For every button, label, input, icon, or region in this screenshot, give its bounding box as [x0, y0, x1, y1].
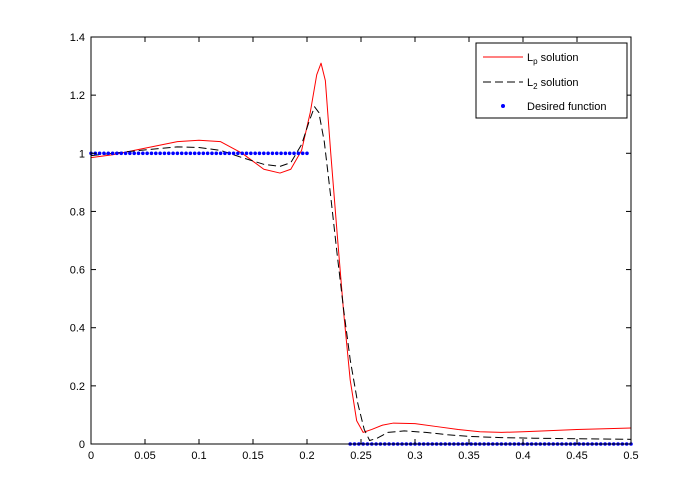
desired-marker: [136, 151, 141, 156]
x-tick-label: 0.2: [299, 450, 314, 462]
desired-marker: [231, 151, 236, 156]
desired-marker: [210, 151, 214, 156]
desired-marker: [279, 151, 283, 156]
desired-marker: [266, 151, 270, 156]
legend-label-lp: Lp solution: [527, 52, 579, 66]
legend-label-l2: L2 solution: [527, 77, 579, 91]
desired-marker: [149, 151, 154, 156]
x-tick-label: 0.4: [515, 450, 530, 462]
desired-marker: [184, 151, 188, 156]
desired-marker: [192, 151, 197, 156]
desired-marker: [132, 151, 136, 156]
series-lp-solution: [90, 62, 632, 433]
desired-marker: [179, 151, 184, 156]
y-tick-label: 0.2: [70, 381, 85, 393]
desired-marker: [205, 151, 210, 156]
desired-marker: [292, 151, 296, 156]
desired-marker: [253, 151, 257, 156]
desired-marker: [287, 151, 292, 156]
desired-marker: [106, 151, 111, 156]
desired-marker: [223, 151, 227, 156]
desired-marker: [123, 151, 128, 156]
x-tick-label: 0.15: [242, 450, 263, 462]
desired-marker: [283, 151, 288, 156]
y-tick-label: 1.2: [70, 90, 85, 102]
x-tick-label: 0.3: [407, 450, 422, 462]
desired-marker: [188, 151, 193, 156]
x-tick-label: 0.1: [191, 450, 206, 462]
legend-label-desired: Desired function: [527, 101, 607, 113]
x-tick-label: 0.35: [458, 450, 479, 462]
y-tick-label: 0.4: [70, 323, 85, 335]
desired-marker: [214, 151, 219, 156]
desired-marker: [102, 151, 106, 156]
desired-marker: [154, 151, 158, 156]
desired-marker: [97, 151, 102, 156]
series-l2-solution: [90, 106, 632, 442]
desired-marker: [305, 151, 309, 156]
y-tick-label: 1: [79, 148, 85, 160]
desired-marker: [236, 151, 240, 156]
desired-marker: [119, 151, 124, 156]
y-tick-label: 0.6: [70, 265, 85, 277]
desired-marker: [141, 151, 145, 156]
desired-marker: [300, 151, 305, 156]
y-tick-label: 0.8: [70, 206, 85, 218]
desired-marker: [115, 151, 119, 156]
legend: Lp solution L2 solution Desired function: [475, 42, 628, 119]
desired-marker: [270, 151, 275, 156]
desired-marker: [197, 151, 201, 156]
desired-marker: [166, 151, 171, 156]
desired-marker: [244, 151, 249, 156]
desired-marker: [240, 151, 244, 156]
desired-marker: [201, 151, 206, 156]
y-tick-label: 1.4: [70, 32, 85, 44]
x-tick-label: 0: [88, 450, 94, 462]
desired-marker: [128, 151, 132, 156]
desired-marker: [296, 151, 301, 156]
desired-marker: [274, 151, 279, 156]
y-tick-label: 0: [79, 439, 85, 451]
legend-swatch-desired: [501, 104, 505, 108]
desired-marker: [110, 151, 115, 156]
x-tick-label: 0.05: [134, 450, 155, 462]
desired-marker: [227, 151, 232, 156]
x-tick-label: 0.45: [566, 450, 587, 462]
x-tick-label: 0.5: [623, 450, 638, 462]
desired-marker: [249, 151, 253, 156]
desired-marker: [145, 151, 149, 156]
desired-marker: [162, 151, 167, 156]
desired-marker: [175, 151, 180, 156]
x-tick-label: 0.25: [350, 450, 371, 462]
desired-marker: [171, 151, 175, 156]
desired-marker: [158, 151, 162, 156]
desired-marker: [218, 151, 223, 156]
desired-marker: [262, 151, 266, 156]
desired-marker: [257, 151, 262, 156]
